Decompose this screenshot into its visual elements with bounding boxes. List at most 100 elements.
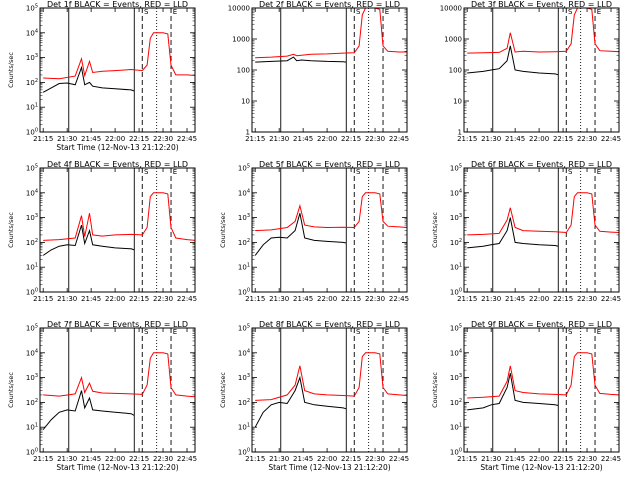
y-tick-exponent: 3 [35, 373, 38, 379]
x-tick-label: 21:45 [293, 135, 313, 143]
marker-top-label: S [568, 168, 573, 176]
y-tick-label: 100 [26, 288, 38, 297]
x-tick-label: 22:45 [177, 295, 197, 303]
marker-top-label: E [597, 328, 601, 336]
x-tick-label: 21:30 [57, 295, 77, 303]
x-tick-label: 21:15 [33, 295, 53, 303]
x-tick-label: 22:45 [601, 455, 621, 463]
series-line [467, 352, 620, 399]
marker-top-label: E [597, 168, 601, 176]
y-tick-exponent: 0 [247, 288, 250, 294]
plot-frame [39, 7, 196, 133]
series-line [255, 352, 408, 401]
chart-panel: Det 4f BLACK = Events, RED = LLD Counts/s… [7, 160, 197, 303]
y-tick-exponent: 3 [35, 53, 38, 59]
y-tick-exponent: 5 [35, 4, 38, 10]
x-tick-label: 22:45 [389, 295, 409, 303]
y-tick-exponent: 2 [459, 238, 462, 244]
chart-title: Det 5f BLACK = Events, RED = LLD [259, 160, 400, 169]
x-tick-label: 21:15 [33, 455, 53, 463]
marker-top-label: S [356, 8, 361, 16]
y-tick-label: 104 [238, 188, 250, 197]
marker-top-label: E [173, 8, 177, 16]
y-tick-label: 1000 [444, 36, 462, 44]
y-tick-label: 102 [26, 238, 38, 247]
chart-title: Det 7f BLACK = Events, RED = LLD [47, 320, 188, 329]
chart-panel: Det 2f BLACK = Events, RED = LLD 21:15 21:… [228, 0, 409, 143]
y-axis-label: Counts/sec [219, 372, 227, 408]
x-tick-label: 22:15 [553, 295, 573, 303]
y-tick-exponent: 4 [459, 188, 462, 194]
y-tick-label: 100 [449, 67, 462, 75]
x-tick-label: 22:00 [529, 135, 549, 143]
chart-panel: Det 5f BLACK = Events, RED = LLD Counts/s… [219, 160, 409, 303]
y-tick-label: 104 [450, 348, 462, 357]
x-tick-label: 21:30 [269, 135, 289, 143]
chart-title: Det 9f BLACK = Events, RED = LLD [471, 320, 612, 329]
y-tick-exponent: 2 [247, 398, 250, 404]
chart-panel: Det 8f BLACK = Events, RED = LLD Counts/s… [219, 320, 409, 472]
y-tick-label: 104 [26, 188, 38, 197]
x-tick-label: 22:00 [529, 295, 549, 303]
plot-frame [251, 327, 408, 453]
y-tick-label: 103 [26, 53, 38, 62]
y-tick-label: 10 [453, 98, 462, 106]
y-tick-exponent: 3 [459, 213, 462, 219]
y-tick-label: 1 [458, 129, 462, 137]
marker-top-label: S [568, 328, 573, 336]
marker-top-label: E [597, 8, 601, 16]
chart-title: Det 3f BLACK = Events, RED = LLD [471, 0, 612, 9]
x-tick-label: 21:15 [33, 135, 53, 143]
series-line [467, 192, 620, 236]
y-tick-label: 100 [450, 288, 462, 297]
x-tick-label: 22:45 [601, 135, 621, 143]
y-tick-label: 105 [238, 324, 250, 333]
y-tick-exponent: 0 [35, 288, 38, 294]
y-tick-exponent: 0 [247, 448, 250, 454]
y-tick-exponent: 1 [35, 103, 38, 109]
x-tick-label: 22:30 [577, 455, 597, 463]
y-tick-exponent: 4 [35, 28, 38, 34]
y-tick-exponent: 3 [35, 213, 38, 219]
y-tick-label: 105 [450, 324, 462, 333]
y-tick-label: 101 [238, 423, 250, 432]
x-tick-label: 21:45 [505, 135, 525, 143]
x-tick-label: 21:30 [269, 455, 289, 463]
x-tick-label: 21:15 [457, 135, 477, 143]
x-tick-label: 22:15 [341, 135, 361, 143]
marker-top-label: E [385, 328, 389, 336]
y-tick-label: 100 [238, 448, 250, 457]
marker-top-label: S [144, 8, 149, 16]
y-tick-exponent: 1 [459, 423, 462, 429]
marker-top-label: S [356, 328, 361, 336]
y-tick-exponent: 1 [35, 263, 38, 269]
y-tick-exponent: 5 [459, 324, 462, 330]
x-tick-label: 22:00 [105, 295, 125, 303]
x-tick-label: 21:15 [245, 135, 265, 143]
y-axis-label: Counts/sec [7, 372, 15, 408]
marker-top-label: S [144, 168, 149, 176]
marker-top-label: E [385, 8, 389, 16]
series-line [43, 192, 196, 241]
y-tick-label: 105 [26, 164, 38, 173]
y-tick-label: 101 [26, 103, 38, 112]
chart-panel: Det 3f BLACK = Events, RED = LLD 21:15 21:… [440, 0, 621, 143]
y-tick-label: 1000 [232, 36, 250, 44]
y-tick-label: 105 [26, 324, 38, 333]
x-tick-label: 21:30 [57, 135, 77, 143]
y-tick-exponent: 1 [459, 263, 462, 269]
x-tick-label: 22:30 [153, 455, 173, 463]
y-tick-exponent: 5 [35, 164, 38, 170]
series-line [467, 7, 620, 54]
x-tick-label: 22:15 [341, 295, 361, 303]
y-tick-label: 104 [26, 28, 38, 37]
y-tick-label: 103 [238, 213, 250, 222]
chart-title: Det 1f BLACK = Events, RED = LLD [47, 0, 188, 9]
x-tick-label: 21:15 [457, 295, 477, 303]
chart-panel: Det 6f BLACK = Events, RED = LLD Counts/s… [431, 160, 621, 303]
y-tick-exponent: 0 [459, 288, 462, 294]
y-tick-label: 102 [450, 238, 462, 247]
x-tick-label: 22:15 [341, 455, 361, 463]
chart-title: Det 4f BLACK = Events, RED = LLD [47, 160, 188, 169]
x-tick-label: 22:15 [129, 455, 149, 463]
